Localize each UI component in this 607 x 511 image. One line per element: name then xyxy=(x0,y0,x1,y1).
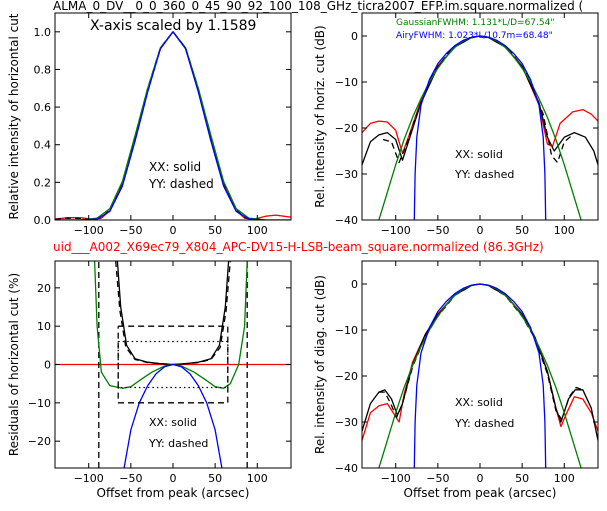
series-line-3 xyxy=(116,261,230,366)
y-tick-label: 0.8 xyxy=(34,63,52,76)
x-tick-label: 50 xyxy=(515,472,529,485)
x-tick-label: 0 xyxy=(170,472,177,485)
y-tick-label: 20 xyxy=(37,282,51,295)
series-line-2 xyxy=(382,35,574,164)
x-tick-label: 0 xyxy=(170,224,177,237)
x-tick-label: 100 xyxy=(554,224,575,237)
axes-frame xyxy=(361,260,599,469)
legend-gaussian: GaussianFWHM: 1.131*L/D=67.54" xyxy=(396,18,554,28)
x-tick-label: 50 xyxy=(515,224,529,237)
series-line-3 xyxy=(55,31,291,220)
y-tick-label: −20 xyxy=(28,435,51,448)
legend-airy: AiryFWHM: 1.023*L/10.7m=68.48" xyxy=(396,31,553,41)
series-line-3 xyxy=(378,35,582,220)
ticks: −100 −50 0 50 100 0.0 0.2 0.4 0.6 0.8 1.0 xyxy=(34,13,291,237)
x-tick-label: 100 xyxy=(554,472,575,485)
series-layer xyxy=(362,283,598,468)
series-layer xyxy=(55,31,291,220)
y-axis-label: Relative intensity of horizontal cut xyxy=(7,13,21,219)
series-line-4 xyxy=(115,261,231,366)
panel-top-right: −100 −50 0 50 100 0 −10 −20 −30 −40 Rel. intensit… xyxy=(313,12,599,237)
x-tick-label: 0 xyxy=(477,224,484,237)
y-axis-label: Rel. intensity of diag. cut (dB) xyxy=(313,275,327,454)
x-tick-label: −100 xyxy=(74,472,104,485)
series-line-8 xyxy=(117,340,229,389)
y-tick-label: −30 xyxy=(335,168,358,181)
series-line-1 xyxy=(55,31,254,220)
y-tick-label: −10 xyxy=(335,76,358,89)
annotation-xx: XX: solid xyxy=(149,160,201,174)
x-axis-label: Offset from peak (arcsec) xyxy=(404,486,557,500)
ticks: −100 −50 0 50 100 0 −10 −20 −30 −40 xyxy=(335,261,598,485)
y-axis-label: Rel. intensity of horiz. cut (dB) xyxy=(313,25,327,207)
y-axis-label: Residuals of horizontal cut (%) xyxy=(7,273,21,456)
panel-top-left: −100 −50 0 50 100 0.0 0.2 0.4 0.6 0.8 1.0 Relative… xyxy=(7,12,292,237)
y-tick-label: 0.0 xyxy=(34,214,52,227)
series-line-4 xyxy=(413,283,547,468)
x-tick-label: −100 xyxy=(74,224,104,237)
figure-title-top: ALMA_0_DV__0_0_360_0_45_90_92_100_108_GH… xyxy=(53,0,583,13)
y-tick-label: 0.2 xyxy=(34,176,52,189)
series-line-0 xyxy=(55,31,291,220)
annotation-yy: YY: dashed xyxy=(454,417,514,430)
x-tick-label: 0 xyxy=(477,472,484,485)
series-line-0 xyxy=(362,35,598,154)
annotation-yy: YY: dashed xyxy=(148,437,208,450)
annotation-scale: X-axis scaled by 1.1589 xyxy=(90,18,256,34)
y-tick-label: 0 xyxy=(44,359,51,372)
y-tick-label: 1.0 xyxy=(34,26,52,39)
series-line-5 xyxy=(93,261,248,389)
x-axis-label: Offset from peak (arcsec) xyxy=(97,486,250,500)
annotation-xx: XX: solid xyxy=(455,148,503,161)
series-layer xyxy=(55,261,291,468)
x-tick-label: −50 xyxy=(119,224,142,237)
y-tick-label: −40 xyxy=(335,214,358,227)
x-tick-label: 100 xyxy=(247,224,268,237)
x-tick-label: −50 xyxy=(426,472,449,485)
y-tick-label: −10 xyxy=(28,397,51,410)
y-tick-label: −40 xyxy=(335,462,358,475)
series-line-2 xyxy=(55,31,291,220)
y-tick-label: −20 xyxy=(335,122,358,135)
y-tick-label: 0 xyxy=(351,278,358,291)
x-tick-label: −100 xyxy=(381,224,411,237)
x-tick-label: −50 xyxy=(426,224,449,237)
axes-frame xyxy=(361,12,599,221)
x-tick-label: 100 xyxy=(247,472,268,485)
y-tick-label: 10 xyxy=(37,320,51,333)
series-layer xyxy=(362,35,598,220)
x-tick-label: −100 xyxy=(381,472,411,485)
annotation-yy: YY: dashed xyxy=(148,177,214,191)
panel-bottom-right: −100 −50 0 50 100 0 −10 −20 −30 −40 Rel. intensit… xyxy=(313,260,599,500)
x-tick-label: 50 xyxy=(208,472,222,485)
series-line-4 xyxy=(413,35,547,220)
y-tick-label: −30 xyxy=(335,416,358,429)
x-tick-label: −50 xyxy=(119,472,142,485)
annotation-xx: XX: solid xyxy=(149,416,197,429)
y-tick-label: −10 xyxy=(335,324,358,337)
annotation-xx: XX: solid xyxy=(455,396,503,409)
y-tick-label: 0.4 xyxy=(34,139,52,152)
annotation-yy: YY: dashed xyxy=(454,168,514,181)
ticks: −100 −50 0 50 100 0 −10 −20 −30 −40 xyxy=(335,13,598,237)
figure-title-mid: uid___A002_X69ec79_X804_APC-DV15-H-LSB-b… xyxy=(53,240,544,254)
series-line-2 xyxy=(378,283,584,421)
y-tick-label: 0 xyxy=(351,30,358,43)
y-tick-label: −20 xyxy=(335,370,358,383)
y-tick-label: 0.6 xyxy=(34,101,52,114)
x-tick-label: 50 xyxy=(208,224,222,237)
